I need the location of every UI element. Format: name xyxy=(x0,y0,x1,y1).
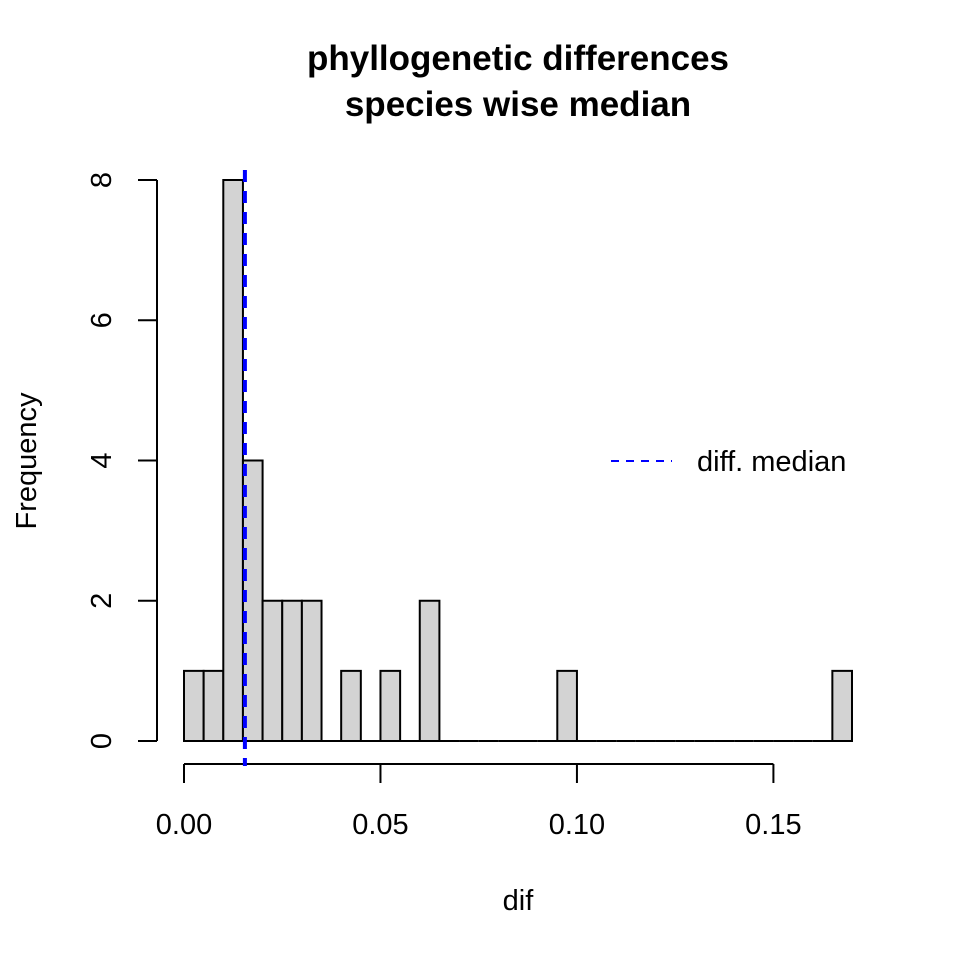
x-tick-label: 0.15 xyxy=(745,809,801,841)
chart-subtitle: species wise median xyxy=(345,85,691,124)
histogram-bar xyxy=(379,669,402,742)
histogram-bar xyxy=(418,599,441,742)
histogram-bar xyxy=(202,669,225,742)
y-tick-label: 6 xyxy=(86,312,118,328)
x-tick-label: 0.10 xyxy=(549,809,605,841)
histogram-bar xyxy=(261,599,284,742)
y-tick-label: 2 xyxy=(86,593,118,609)
histogram-bar xyxy=(281,599,303,742)
legend-label: diff. median xyxy=(697,446,846,478)
y-axis: 0 2 4 6 8 xyxy=(86,172,158,749)
y-tick-label: 4 xyxy=(86,452,118,468)
histogram-bar xyxy=(300,599,323,742)
chart-title: phyllogenetic differences xyxy=(307,39,729,78)
histogram-bar xyxy=(556,669,578,742)
histogram-bar xyxy=(222,179,244,742)
histogram-bar xyxy=(831,669,854,742)
bars-group xyxy=(183,179,854,742)
y-axis-label: Frequency xyxy=(11,392,43,530)
x-tick-label: 0.00 xyxy=(156,809,212,841)
histogram-bar xyxy=(340,669,362,742)
legend: diff. median xyxy=(611,446,846,478)
histogram-bar xyxy=(183,669,205,742)
y-tick-label: 8 xyxy=(86,172,118,188)
x-axis-label: dif xyxy=(503,885,535,917)
y-tick-label: 0 xyxy=(86,733,118,749)
x-axis: 0.00 0.05 0.10 0.15 xyxy=(156,763,802,841)
x-tick-label: 0.05 xyxy=(352,809,408,841)
